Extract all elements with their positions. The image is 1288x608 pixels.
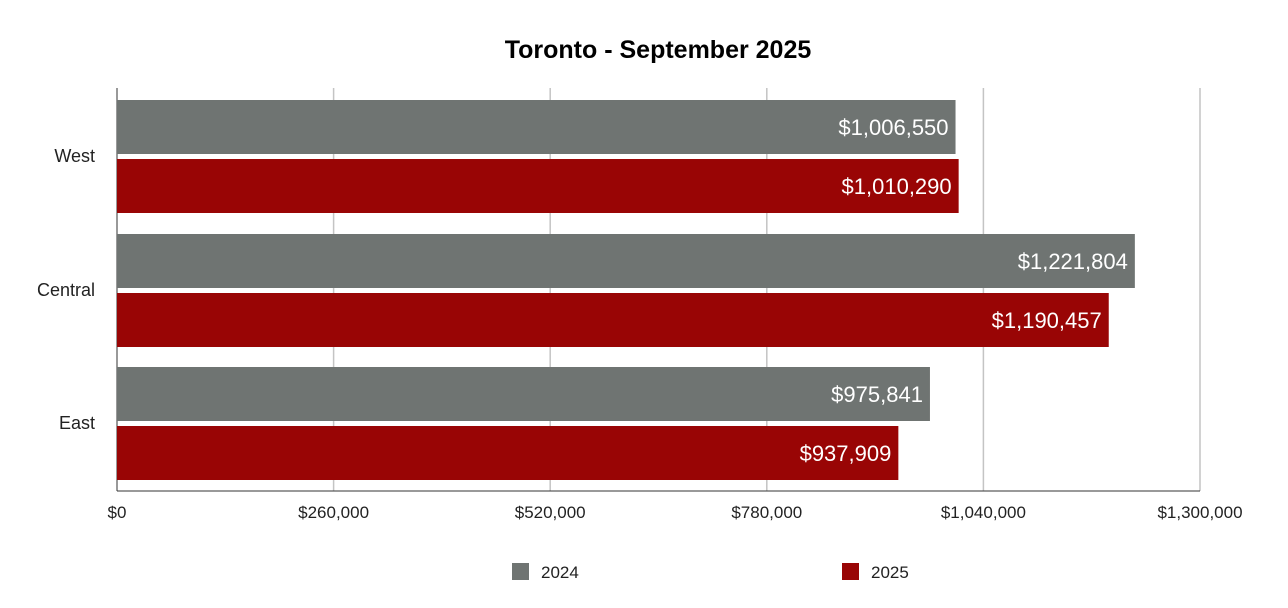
category-label: Central <box>37 280 95 300</box>
legend-swatch-2025 <box>842 563 859 580</box>
legend-label-2025[interactable]: 2025 <box>871 563 909 582</box>
bar-2024-central[interactable] <box>117 234 1135 288</box>
x-tick-label: $260,000 <box>298 503 369 522</box>
bar-2025-east[interactable] <box>117 426 899 480</box>
data-label: $975,841 <box>831 382 923 407</box>
chart-title: Toronto - September 2025 <box>505 36 812 64</box>
category-label: West <box>54 146 95 166</box>
category-label: East <box>59 413 95 433</box>
data-label: $1,221,804 <box>1018 249 1128 274</box>
x-tick-label: $1,040,000 <box>941 503 1026 522</box>
bar-2025-central[interactable] <box>117 293 1109 347</box>
data-label: $1,010,290 <box>842 174 952 199</box>
x-tick-label: $520,000 <box>515 503 586 522</box>
data-label: $937,909 <box>800 441 892 466</box>
bar-2024-east[interactable] <box>117 367 930 421</box>
x-tick-label: $780,000 <box>731 503 802 522</box>
bar-2024-west[interactable] <box>117 100 956 154</box>
legend-label-2024[interactable]: 2024 <box>541 563 579 582</box>
bar-2025-west[interactable] <box>117 159 959 213</box>
data-label: $1,190,457 <box>992 308 1102 333</box>
x-tick-label: $0 <box>108 503 127 522</box>
legend-swatch-2024 <box>512 563 529 580</box>
x-tick-label: $1,300,000 <box>1157 503 1242 522</box>
data-label: $1,006,550 <box>838 115 948 140</box>
